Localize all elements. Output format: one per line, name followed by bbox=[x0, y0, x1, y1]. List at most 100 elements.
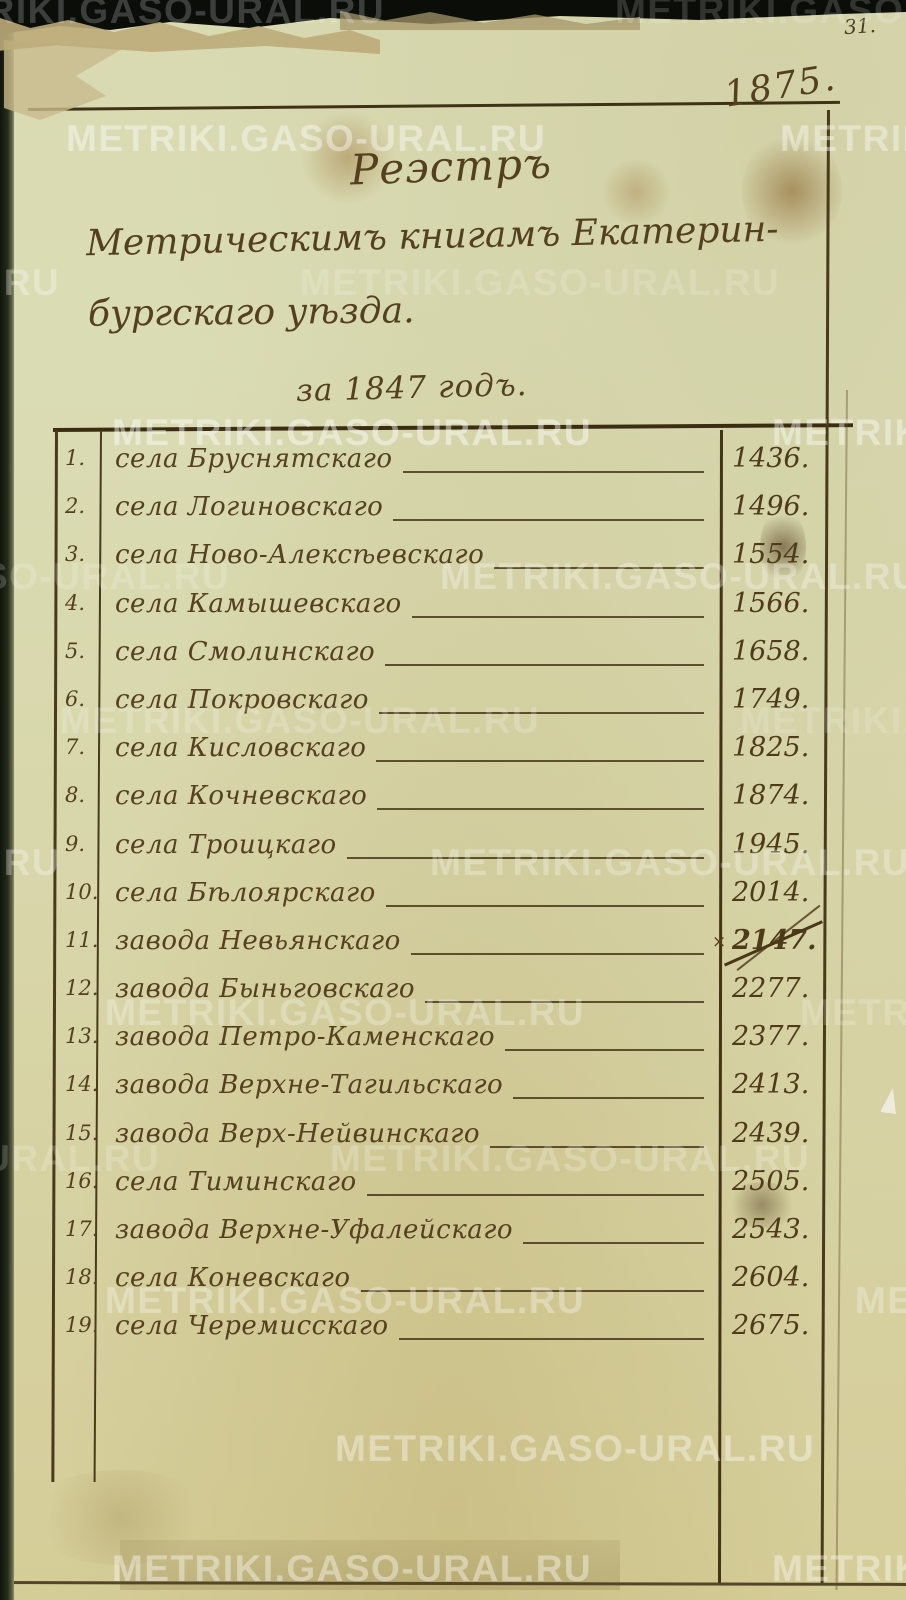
row-place-name: завода Верх-Нейвинскаго bbox=[115, 1118, 480, 1149]
row-number: 7. bbox=[65, 735, 86, 760]
row-folio-cell: 1825. bbox=[720, 727, 827, 763]
row-filler-rule bbox=[505, 1022, 704, 1052]
row-place-name: села Ново-Алексѣевскаго bbox=[115, 540, 485, 571]
row-folio-number: 1658. bbox=[732, 635, 810, 667]
paper-stain bbox=[26, 1470, 216, 1565]
row-place-name: завода Быньговскаго bbox=[115, 974, 416, 1005]
row-folio-cell: 2413. bbox=[720, 1064, 827, 1100]
page-edge-crease bbox=[835, 390, 848, 1590]
row-folio-number: 2377. bbox=[732, 1021, 810, 1053]
row-filler-rule bbox=[398, 1311, 704, 1341]
register-subtitle-line1: Метрическимъ книгамъ Екатерин- bbox=[85, 208, 779, 265]
row-filler-rule bbox=[411, 589, 704, 618]
row-place-cell: села Троицкаго bbox=[101, 824, 720, 860]
row-filler-rule bbox=[366, 1167, 704, 1196]
paper-stain bbox=[742, 132, 842, 250]
row-folio-cell: × 2147. bbox=[712, 920, 827, 956]
row-place-cell: завода Невьянскаго bbox=[101, 920, 720, 956]
paper-stain bbox=[598, 160, 674, 224]
row-filler-rule bbox=[378, 685, 704, 714]
row-folio-cell: 2439. bbox=[720, 1113, 827, 1149]
row-number: 5. bbox=[65, 638, 86, 663]
row-folio-cell: 2377. bbox=[720, 1016, 827, 1052]
row-place-cell: села Кочневскаго bbox=[101, 775, 720, 811]
row-folio-number: 1496. bbox=[732, 491, 810, 523]
row-folio-number: 1749. bbox=[732, 683, 810, 715]
row-number: 17. bbox=[65, 1217, 99, 1241]
row-number: 4. bbox=[65, 590, 86, 615]
row-filler-rule bbox=[410, 926, 704, 955]
site-watermark: METRIKI.GASO-URAL.RU bbox=[335, 1428, 816, 1469]
register-row: 2. села Логиновскаго 1496. bbox=[57, 486, 827, 534]
register-row: 8. села Кочневскаго 1874. bbox=[57, 775, 827, 823]
row-filler-rule bbox=[346, 830, 704, 859]
row-filler-rule bbox=[402, 444, 704, 473]
register-subtitle-line2: бургскаго уѣзда. bbox=[87, 290, 415, 335]
row-number: 6. bbox=[65, 686, 86, 711]
scanner-edge-left bbox=[0, 0, 14, 1600]
row-place-cell: села Кисловскаго bbox=[101, 727, 720, 763]
row-number: 15. bbox=[65, 1120, 99, 1145]
row-number: 14. bbox=[65, 1072, 99, 1097]
register-rows: 1. села Бруснятскаго 1436. 2. села Логиновск… bbox=[57, 438, 827, 1354]
row-place-name: села Логиновскаго bbox=[115, 492, 384, 523]
ink-blot bbox=[726, 1182, 798, 1228]
register-row: 14. завода Верхне-Тагильскаго 2413. bbox=[57, 1064, 827, 1112]
register-row: 7. села Кисловскаго 1825. bbox=[57, 727, 827, 775]
row-folio-number: 1825. bbox=[732, 732, 810, 764]
row-folio-cell: 2675. bbox=[720, 1305, 827, 1341]
row-folio-cell: 1874. bbox=[720, 775, 827, 811]
row-filler-rule bbox=[376, 733, 704, 763]
row-number: 1. bbox=[65, 446, 86, 470]
row-folio-number: 1566. bbox=[732, 587, 810, 619]
row-filler-rule bbox=[513, 1070, 704, 1100]
row-place-cell: завода Петро-Каменскаго bbox=[101, 1016, 720, 1052]
register-row: 11. завода Невьянскаго × 2147. bbox=[57, 920, 827, 968]
row-place-name: завода Невьянскаго bbox=[115, 925, 401, 956]
row-number: 3. bbox=[65, 542, 86, 567]
row-place-cell: завода Верхне-Тагильскаго bbox=[101, 1064, 720, 1100]
register-row: 9. села Троицкаго 1945. bbox=[57, 824, 827, 872]
register-row: 4. села Камышевскаго 1566. bbox=[57, 583, 827, 631]
row-cross-mark: × bbox=[712, 931, 727, 952]
row-folio-cell: 1554. bbox=[720, 534, 827, 570]
row-place-name: села Тиминскаго bbox=[115, 1166, 357, 1197]
row-folio-number: 2014. bbox=[732, 876, 810, 908]
row-filler-rule bbox=[360, 1263, 704, 1293]
register-row: 19. села Черемисскаго 2675. bbox=[57, 1305, 827, 1353]
row-number: 2. bbox=[65, 494, 86, 519]
row-place-name: завода Верхне-Тагильскаго bbox=[115, 1070, 504, 1101]
row-folio-number: 1436. bbox=[732, 443, 810, 474]
row-place-cell: села Логиновскаго bbox=[101, 486, 720, 522]
row-number: 18. bbox=[65, 1265, 99, 1290]
row-place-cell: завода Быньговскаго bbox=[101, 968, 720, 1004]
row-place-name: села Коневскаго bbox=[115, 1263, 351, 1294]
row-place-cell: завода Верх-Нейвинскаго bbox=[101, 1113, 720, 1149]
row-number: 19. bbox=[65, 1313, 99, 1338]
row-place-cell: села Черемисскаго bbox=[101, 1305, 720, 1341]
row-filler-rule bbox=[393, 492, 704, 522]
register-row: 15. завода Верх-Нейвинскаго 2439. bbox=[57, 1113, 827, 1161]
row-place-name: села Бѣлоярскаго bbox=[115, 877, 376, 908]
row-number: 8. bbox=[65, 783, 86, 808]
row-place-cell: села Смолинскаго bbox=[101, 631, 720, 667]
register-row: 6. села Покровскаго 1749. bbox=[57, 679, 827, 727]
row-folio-number: 1554. bbox=[732, 539, 810, 571]
row-folio-cell: 2505. bbox=[720, 1161, 827, 1197]
row-folio-number: 2147. bbox=[732, 924, 817, 956]
row-folio-cell: 1945. bbox=[720, 824, 827, 860]
row-folio-cell: 1749. bbox=[720, 679, 827, 715]
row-place-name: села Черемисскаго bbox=[115, 1311, 389, 1342]
register-row: 17. завода Верхне-Уфалейскаго 2543. bbox=[57, 1209, 827, 1257]
row-number: 16. bbox=[65, 1168, 99, 1193]
register-year-line: за 1847 годъ. bbox=[295, 366, 528, 410]
ink-smudge bbox=[760, 508, 806, 586]
corner-year-note: 1875. bbox=[721, 57, 840, 116]
row-number: 12. bbox=[65, 976, 99, 1001]
top-frame-line bbox=[28, 100, 840, 111]
row-folio-cell: 2543. bbox=[720, 1209, 827, 1245]
register-title: Реэстръ bbox=[349, 138, 553, 195]
row-folio-number: 2413. bbox=[732, 1069, 810, 1101]
row-folio-number: 2277. bbox=[732, 973, 810, 1005]
